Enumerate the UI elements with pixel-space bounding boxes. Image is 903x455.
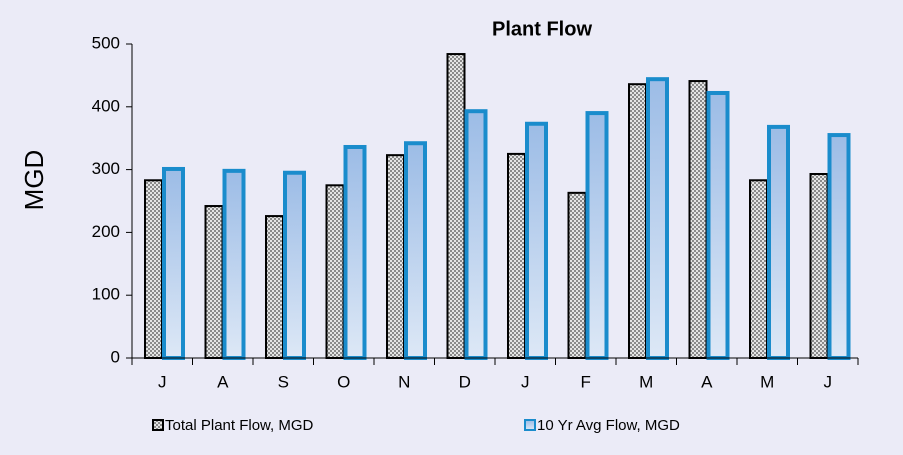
x-tick-label: J	[158, 372, 167, 391]
bar	[749, 179, 768, 359]
bar	[507, 152, 526, 359]
bar	[144, 179, 163, 359]
x-tick-label: O	[337, 372, 350, 391]
bar	[204, 205, 224, 359]
y-tick-label: 0	[111, 347, 120, 366]
bar	[404, 141, 427, 360]
bar	[688, 80, 708, 359]
bar	[809, 172, 829, 359]
bar	[525, 121, 548, 360]
bar	[646, 77, 669, 360]
x-tick-label: J	[824, 372, 833, 391]
bar	[325, 184, 345, 359]
x-tick-label: S	[278, 372, 289, 391]
x-tick-label: N	[398, 372, 410, 391]
y-tick-label: 300	[92, 159, 120, 178]
bar	[265, 215, 284, 359]
chart-title: Plant Flow	[492, 18, 592, 40]
x-tick-label: M	[760, 372, 774, 391]
y-axis-label: MGD	[19, 150, 49, 211]
x-tick-label: D	[459, 372, 471, 391]
legend-label: Total Plant Flow, MGD	[165, 417, 314, 434]
bar	[464, 109, 488, 360]
legend-label: 10 Yr Avg Flow, MGD	[537, 417, 680, 434]
x-tick-label: A	[701, 372, 713, 391]
y-tick-label: 200	[92, 222, 120, 241]
y-tick-label: 400	[92, 96, 120, 115]
bar	[767, 124, 790, 361]
x-tick-label: M	[639, 372, 653, 391]
bar	[585, 111, 609, 360]
bar	[283, 170, 306, 360]
bar	[706, 90, 730, 360]
legend-marker	[524, 419, 536, 431]
legend-marker	[152, 419, 164, 431]
y-tick-label: 100	[92, 285, 120, 304]
bar	[162, 166, 185, 360]
x-tick-label: J	[521, 372, 530, 391]
bar	[567, 191, 587, 359]
bar	[386, 154, 405, 359]
bar	[446, 53, 466, 359]
bar	[827, 133, 851, 360]
bar	[628, 83, 647, 360]
y-tick-label: 500	[92, 33, 120, 52]
x-tick-label: F	[581, 372, 591, 391]
bar	[222, 168, 246, 360]
bar	[343, 144, 367, 360]
x-tick-label: A	[217, 372, 229, 391]
